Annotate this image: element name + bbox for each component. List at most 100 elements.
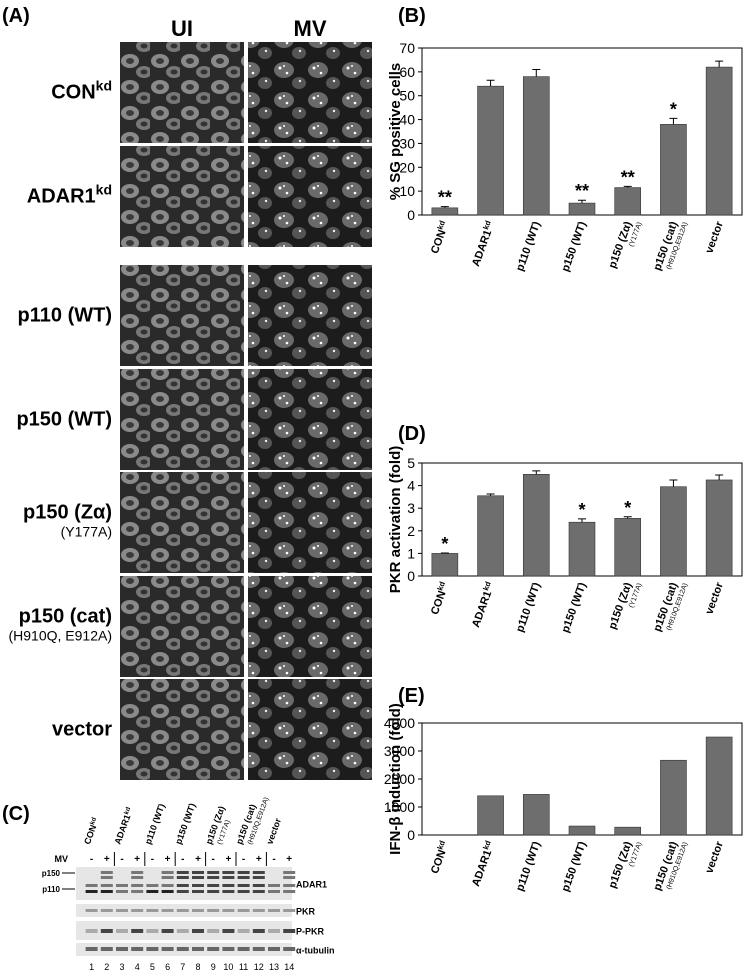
treatment-sign: - (120, 854, 123, 865)
micrograph (248, 679, 372, 780)
y-tick-label: 0 (407, 568, 415, 584)
y-tick-label: 4000 (384, 715, 415, 731)
band (237, 884, 250, 887)
band (161, 909, 174, 912)
band (283, 871, 296, 874)
lane-group: p110 (WT) (143, 802, 167, 845)
band (100, 909, 113, 912)
lane-number: 13 (269, 962, 279, 972)
lane-number: 3 (119, 962, 124, 972)
error-bar (532, 470, 541, 475)
treatment-sign: + (195, 854, 201, 865)
band (161, 876, 174, 879)
error-bar (715, 60, 724, 68)
lane-number: 14 (284, 962, 294, 972)
band (207, 871, 220, 874)
band (131, 947, 144, 951)
band (100, 884, 113, 887)
bar (477, 495, 504, 577)
micrograph (248, 146, 372, 247)
x-tick-label: CONkd (427, 580, 452, 617)
size-marker: p150 (42, 869, 61, 878)
micrograph (248, 472, 372, 573)
band (85, 890, 98, 893)
row-label: vector (52, 719, 112, 741)
bar (660, 759, 687, 836)
error-bar (532, 68, 541, 77)
row-label: CONkd (51, 78, 112, 104)
band (252, 876, 265, 879)
band (268, 929, 280, 933)
band (131, 871, 144, 874)
band (268, 947, 280, 951)
band (207, 884, 220, 887)
panel-label: (D) (398, 423, 426, 445)
band (222, 884, 235, 887)
band (192, 909, 204, 912)
micrograph (248, 265, 372, 366)
lane-number: 8 (195, 962, 200, 972)
band-label: P-PKR (296, 927, 325, 937)
band (207, 947, 220, 951)
lane-group: vector (264, 816, 283, 845)
row-note: (H910Q, E912A) (9, 628, 113, 644)
band (252, 947, 265, 951)
band (222, 876, 235, 879)
treatment-sign: + (256, 854, 262, 865)
band (283, 884, 296, 887)
y-axis-label: % SG positive cells (387, 63, 404, 201)
band (252, 871, 265, 874)
band (161, 929, 174, 933)
bar (705, 736, 733, 836)
band (192, 884, 204, 887)
band (222, 871, 235, 874)
row-label: p110 (WT) (18, 305, 112, 327)
treatment-sign: + (134, 854, 140, 865)
band (161, 890, 174, 893)
significance: ** (438, 188, 452, 208)
band (207, 876, 220, 879)
band (100, 929, 113, 933)
panel-c: CONkd ADAR1kd p110 (WT) p150 (WT) p150 (Zα)(… (42, 796, 335, 972)
x-tick-label: p110 (WT) (514, 220, 543, 273)
micrograph (248, 369, 372, 470)
band-label: PKR (296, 907, 316, 917)
error-bar (623, 185, 632, 188)
band (116, 890, 128, 893)
band (222, 909, 235, 912)
band (146, 884, 159, 887)
treatment-label: MV (55, 854, 69, 864)
band (252, 909, 265, 912)
band (146, 929, 159, 933)
bar (614, 518, 642, 577)
band (237, 871, 250, 874)
band (176, 929, 189, 933)
band (85, 947, 98, 951)
bar (477, 795, 504, 836)
band (237, 890, 250, 893)
x-tick-label: vector (703, 219, 726, 255)
column-header: UI (171, 16, 193, 41)
y-tick-label: 40 (399, 112, 415, 128)
band (100, 871, 113, 874)
error-bar (578, 518, 586, 523)
lane-number: 5 (150, 962, 155, 972)
error-bar (578, 199, 586, 204)
band (283, 929, 296, 933)
y-tick-label: 0 (407, 827, 415, 843)
error-bar (486, 79, 495, 87)
bar (660, 124, 687, 216)
error-bar (669, 479, 678, 487)
band-label: α-tubulin (296, 946, 335, 956)
panel-label: (B) (398, 5, 426, 27)
micrograph (120, 679, 244, 780)
band (85, 929, 98, 933)
band (192, 876, 204, 879)
bar (568, 825, 596, 836)
band (131, 929, 144, 933)
band (116, 909, 128, 912)
band (131, 890, 144, 893)
micrograph (120, 472, 244, 573)
x-tick-label: CONkd (427, 839, 452, 876)
band (222, 890, 235, 893)
